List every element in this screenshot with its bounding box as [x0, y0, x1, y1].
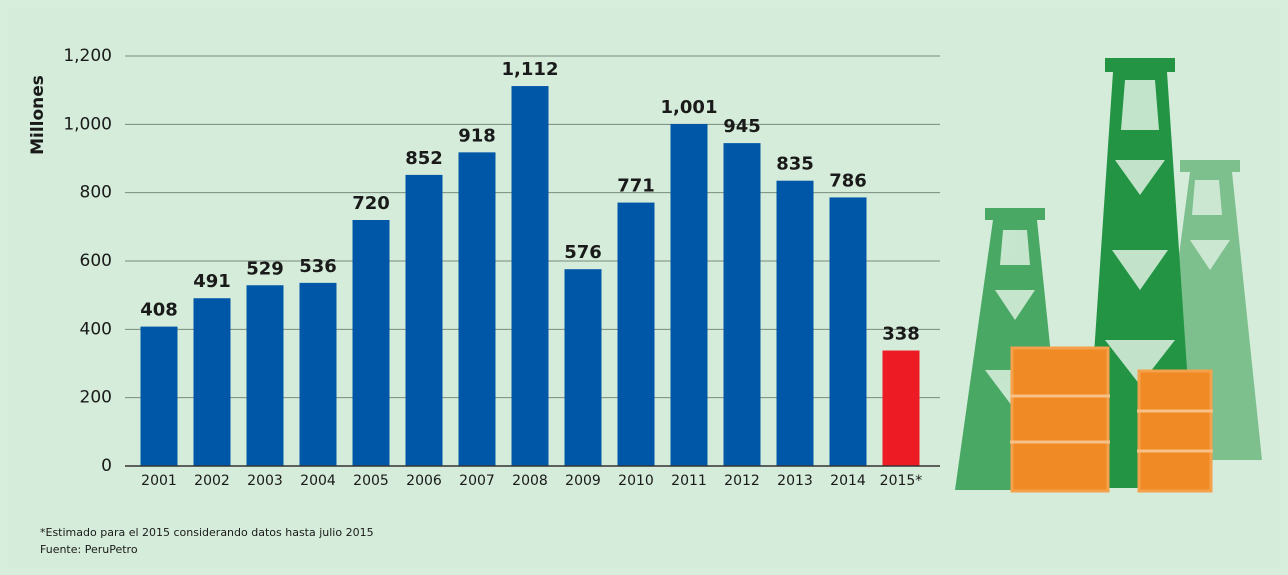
bar — [352, 220, 390, 466]
bar — [617, 202, 655, 466]
x-tick-label: 2006 — [406, 473, 442, 489]
value-label: 835 — [776, 154, 814, 175]
y-tick-label: 0 — [101, 456, 112, 476]
value-label: 491 — [193, 271, 231, 292]
x-tick-label: 2011 — [671, 473, 707, 489]
value-label: 918 — [458, 125, 496, 146]
bar — [564, 269, 602, 466]
value-label: 576 — [564, 242, 602, 263]
bar — [140, 326, 178, 466]
value-label: 1,112 — [502, 59, 559, 80]
x-tick-label: 2009 — [565, 473, 601, 489]
value-label: 408 — [140, 300, 178, 321]
y-tick-label: 1,000 — [63, 114, 112, 134]
bar — [670, 123, 708, 466]
value-label: 529 — [246, 258, 284, 279]
bar — [882, 350, 920, 466]
x-tick-label: 2010 — [618, 473, 654, 489]
x-tick-label: 2002 — [194, 473, 230, 489]
y-tick-label: 800 — [80, 183, 112, 203]
illustration — [955, 58, 1262, 493]
bar — [511, 86, 549, 467]
value-label: 771 — [617, 176, 655, 197]
y-axis-label: Millones — [28, 75, 48, 155]
x-tick-label: 2014 — [830, 473, 866, 489]
bar — [246, 285, 284, 466]
bar — [458, 152, 496, 466]
value-label: 338 — [882, 324, 920, 345]
x-tick-label: 2015* — [880, 473, 923, 489]
y-tick-label: 1,200 — [63, 46, 112, 66]
bar — [723, 143, 761, 466]
bar — [405, 174, 443, 466]
value-label: 945 — [723, 116, 761, 137]
value-label: 786 — [829, 170, 867, 191]
value-label: 536 — [299, 256, 337, 277]
y-tick-label: 400 — [80, 319, 112, 339]
bar — [829, 197, 867, 466]
bar — [776, 180, 814, 467]
value-label: 852 — [405, 148, 443, 169]
footnote: *Estimado para el 2015 considerando dato… — [40, 526, 374, 539]
source: Fuente: PeruPetro — [40, 543, 138, 556]
bar — [299, 282, 337, 466]
y-tick-label: 200 — [80, 388, 112, 408]
bar — [193, 298, 231, 466]
x-tick-label: 2005 — [353, 473, 389, 489]
x-tick-label: 2013 — [777, 473, 813, 489]
x-tick-label: 2007 — [459, 473, 495, 489]
value-label: 1,001 — [661, 97, 718, 118]
x-tick-label: 2004 — [300, 473, 336, 489]
y-tick-label: 600 — [80, 251, 112, 271]
value-label: 720 — [352, 193, 390, 214]
x-tick-label: 2001 — [141, 473, 177, 489]
x-tick-label: 2008 — [512, 473, 548, 489]
x-tick-label: 2012 — [724, 473, 760, 489]
x-tick-label: 2003 — [247, 473, 283, 489]
